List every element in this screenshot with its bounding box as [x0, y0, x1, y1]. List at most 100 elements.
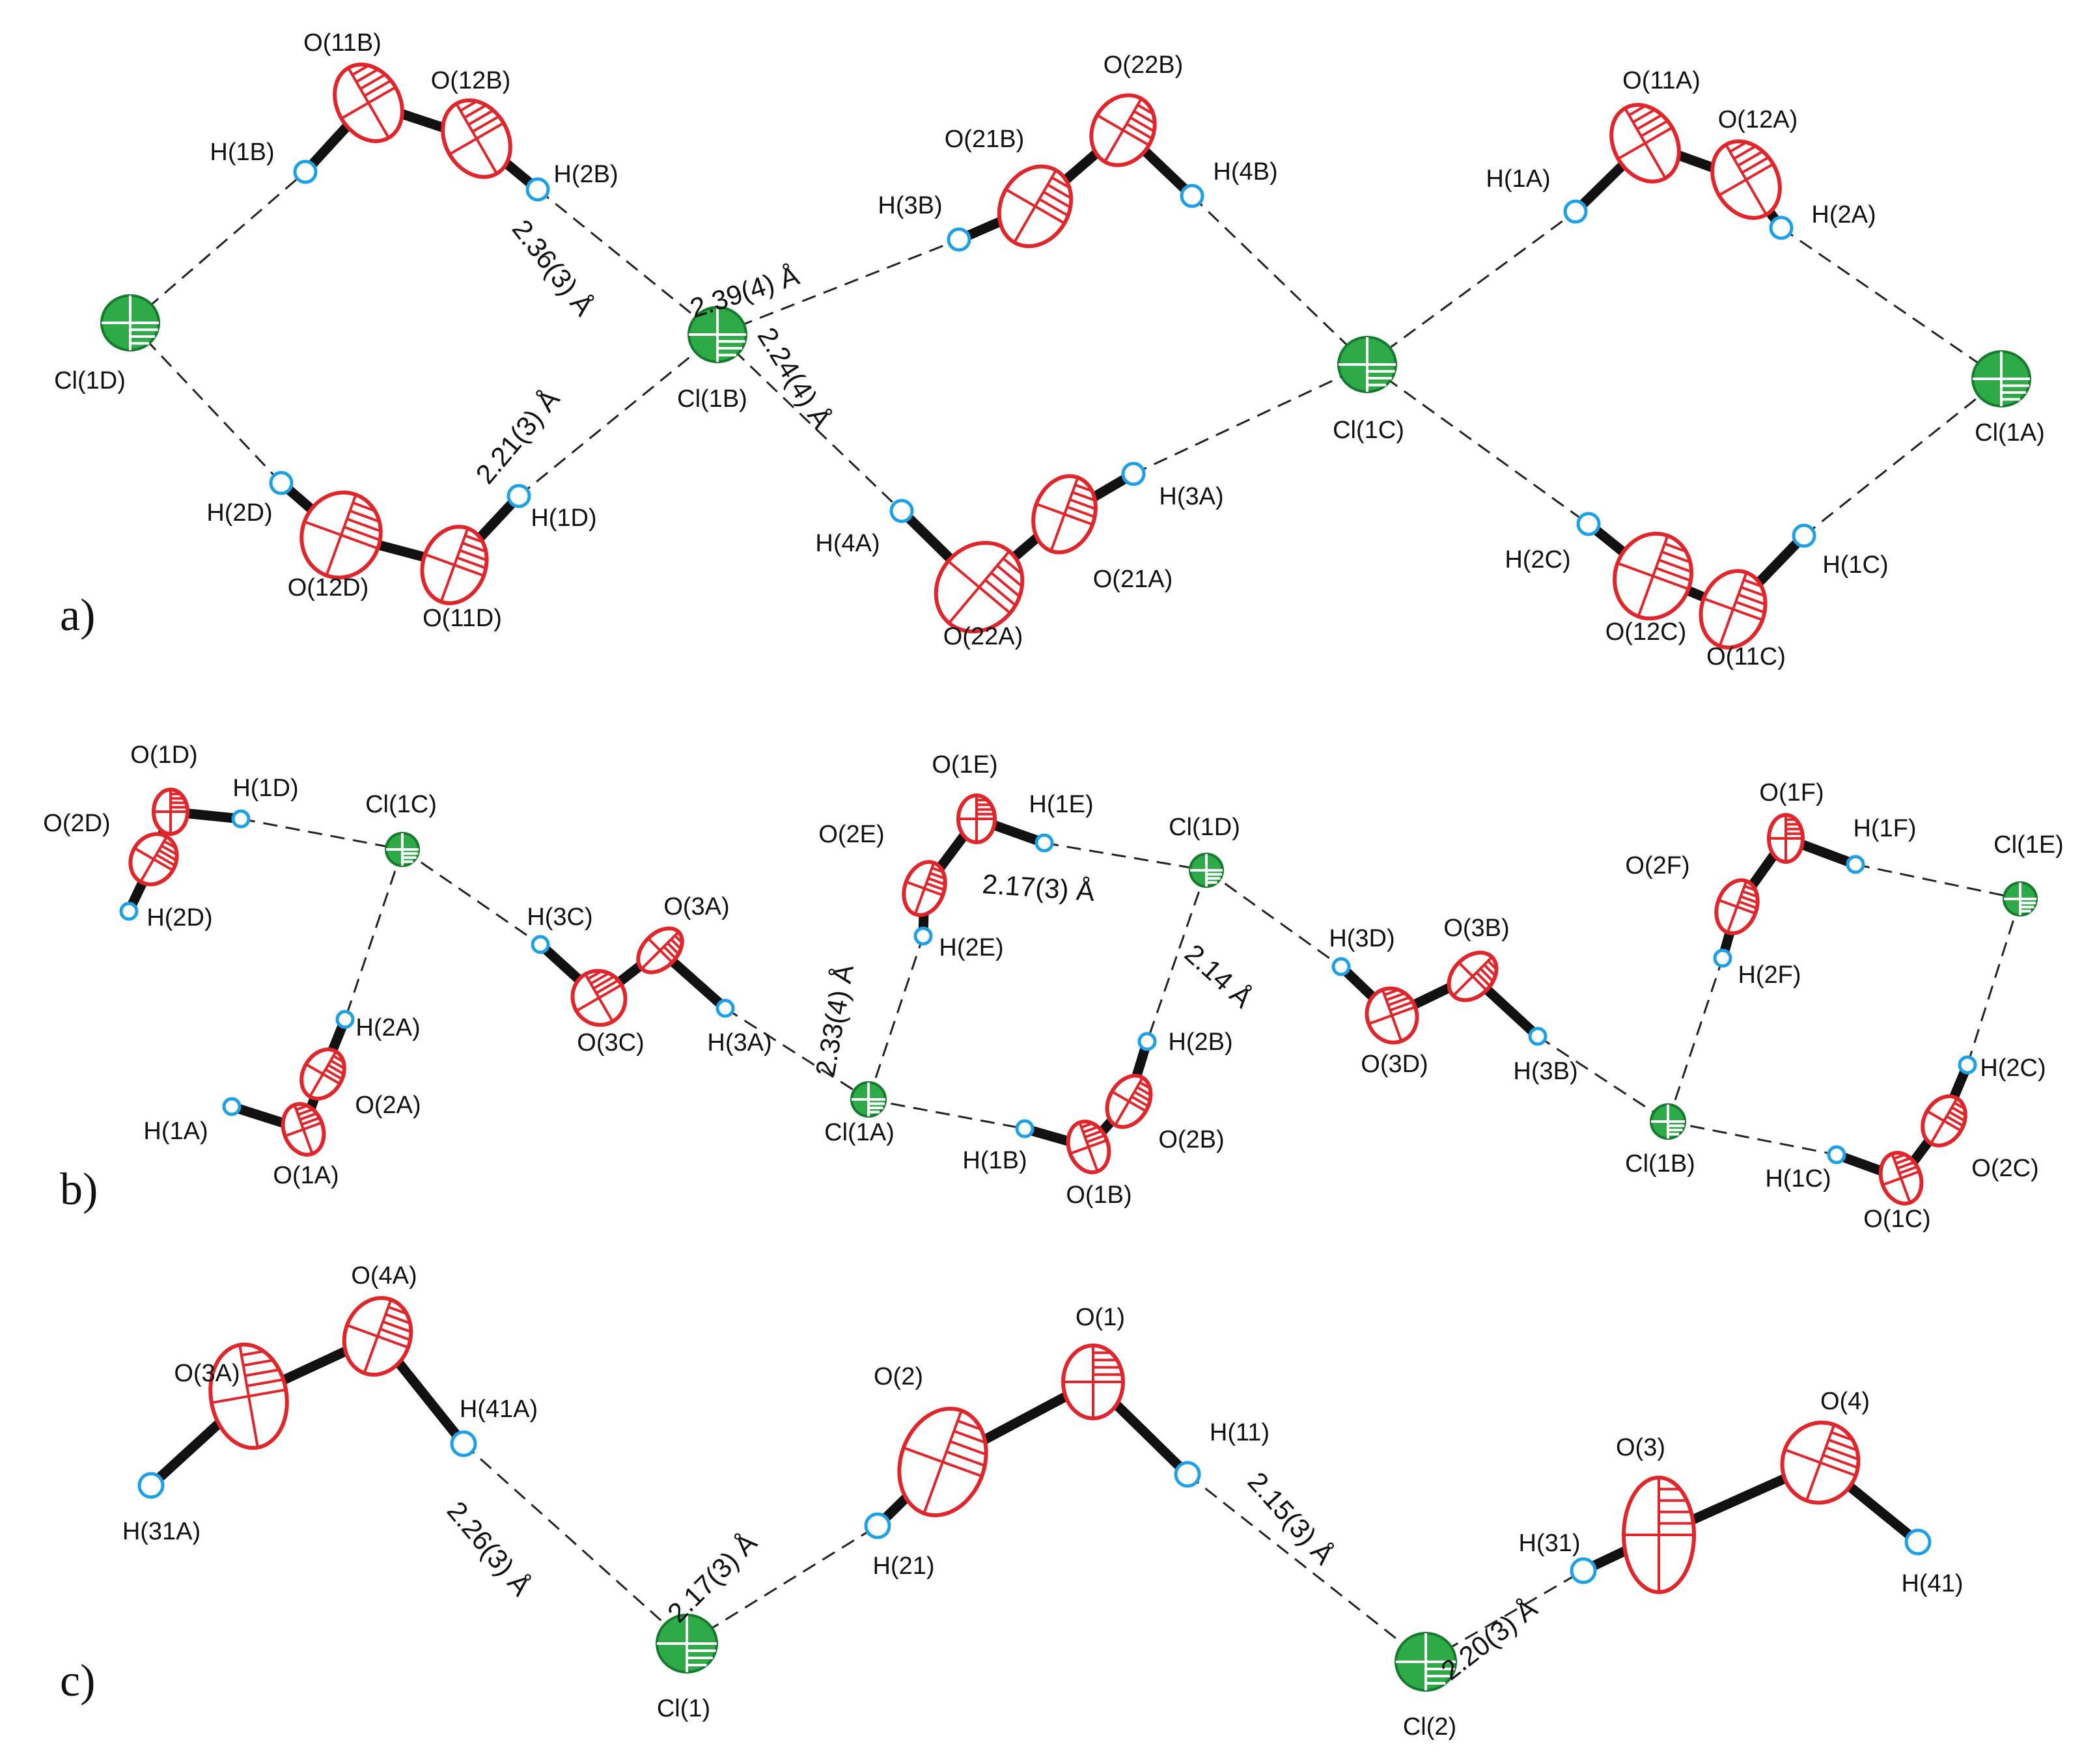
atom-b-cl1c: [385, 832, 420, 867]
atom-b-cl1e: [2003, 881, 2038, 916]
atom-b-o2a: [299, 1047, 346, 1101]
hbond-c-cl1-h21: [686, 1524, 878, 1645]
atom-label-c-o1: O(1): [1076, 1304, 1125, 1331]
atom-label-b-o1e: O(1E): [932, 751, 997, 779]
atom-label-a-cl1a: Cl(1A): [1975, 419, 2045, 447]
atom-label-a-h1c: H(1C): [1822, 551, 1888, 579]
atom-label-b-h1b: H(1B): [962, 1147, 1027, 1174]
atom-c-o1: [1061, 1344, 1125, 1420]
atom-label-a-o12c: O(12C): [1605, 618, 1687, 646]
atom-label-a-o11b: O(11B): [303, 29, 382, 57]
atom-b-o1b: [1066, 1120, 1111, 1174]
atom-label-b-o2f: O(2F): [1625, 852, 1689, 879]
atom-label-c-o3a: O(3A): [174, 1360, 240, 1387]
atom-b-o2c: [1921, 1094, 1967, 1148]
atom-label-b-h2d: H(2D): [146, 904, 212, 931]
atom-label-c-o4a: O(4A): [351, 1262, 417, 1289]
atom-b-h2b: [1137, 1032, 1157, 1051]
atom-label-b-h3a: H(3A): [707, 1029, 771, 1056]
atom-label-a-cl1b: Cl(1B): [677, 385, 747, 413]
atom-label-b-h2c: H(2C): [1980, 1054, 2046, 1082]
atom-label-a-o12b: O(12B): [431, 67, 510, 94]
atom-b-h1b: [1015, 1119, 1035, 1138]
atom-b-o2b: [1105, 1073, 1153, 1129]
atom-label-b-o3a: O(3A): [663, 893, 729, 920]
hbond-a-h2b-cl1b: [537, 188, 718, 336]
atom-b-o3d: [1365, 986, 1419, 1045]
hbond-b-cl1b-h1c: [1667, 1120, 1837, 1156]
atom-label-c-h41: H(41): [1901, 1570, 1963, 1597]
atom-label-a-h1b: H(1B): [210, 139, 274, 166]
atom-label-b-h2a: H(2A): [355, 1014, 420, 1041]
hbond-a-cl1b-h4a: [716, 333, 903, 512]
distance-label-a-2: 2.39(4) Å: [686, 260, 803, 324]
atom-label-c-h31a: H(31A): [122, 1518, 201, 1545]
atom-a-o11b: [333, 62, 404, 143]
distance-label-b-3: 2.14 Å: [1179, 938, 1258, 1013]
hbond-b-h1d-cl1c: [240, 818, 403, 851]
atom-a-h1b: [293, 159, 318, 184]
atoms: [100, 62, 2038, 1692]
distance-label-c-2: 2.17(3) Å: [661, 1527, 762, 1628]
atom-c-h41a: [450, 1430, 477, 1457]
atom-a-h1d: [507, 484, 531, 508]
atom-b-h1a: [222, 1097, 242, 1116]
atom-label-b-cl1b: Cl(1B): [1625, 1150, 1695, 1178]
hbond-c-h41a-cl1: [462, 1442, 688, 1645]
atom-b-cl1b: [1650, 1103, 1686, 1140]
atom-label-b-h1d: H(1D): [232, 775, 298, 802]
atom-c-h11: [1174, 1461, 1201, 1488]
atom-label-b-o1a: O(1A): [273, 1162, 339, 1189]
atom-label-a-cl1c: Cl(1C): [1333, 417, 1404, 444]
atom-label-a-o12a: O(12A): [1718, 106, 1798, 133]
atom-a-h1c: [1792, 523, 1816, 548]
atom-label-b-cl1a: Cl(1A): [824, 1119, 895, 1146]
atom-c-h31: [1570, 1557, 1597, 1584]
atom-b-o3a: [636, 926, 684, 974]
atom-b-h3b: [1528, 1027, 1548, 1046]
atom-label-b-o2e: O(2E): [818, 821, 884, 848]
distance-label-b-2: 2.33(4) Å: [810, 962, 859, 1078]
atom-label-b-h3b: H(3B): [1513, 1058, 1577, 1085]
atom-label-b-h3d: H(3D): [1329, 925, 1395, 952]
atom-a-o12c: [1613, 531, 1693, 621]
atom-b-h2f: [1713, 948, 1732, 968]
atom-c-cl1: [656, 1614, 718, 1674]
atom-label-b-o2d: O(2D): [43, 810, 110, 837]
distance-label-c-1: 2.26(3) Å: [441, 1495, 537, 1601]
atom-label-a-o22a: O(22A): [943, 623, 1023, 650]
atom-a-h2a: [1769, 215, 1794, 240]
atom-label-a-o21a: O(21A): [1093, 566, 1173, 593]
atom-label-a-h3a: H(3A): [1159, 483, 1223, 510]
atom-b-o1e: [956, 793, 997, 844]
atom-label-c-h41a: H(41A): [460, 1396, 538, 1423]
atom-b-h3d: [1331, 957, 1351, 976]
hbond-b-cl1a-h2e: [867, 935, 924, 1100]
atom-label-a-h2b: H(2B): [553, 161, 618, 188]
atom-b-h1c: [1827, 1145, 1846, 1165]
atom-label-b-o1f: O(1F): [1759, 779, 1824, 806]
atom-label-b-cl1e: Cl(1E): [1993, 831, 2064, 859]
atom-a-o11d: [420, 525, 489, 605]
atom-label-a-o21b: O(21B): [945, 126, 1024, 153]
atom-a-h1a: [1563, 199, 1588, 224]
atom-a-cl1b: [687, 306, 747, 363]
hbond-a-cl1c-h2c: [1367, 363, 1589, 525]
panel-labels: a) b) c): [60, 590, 98, 1706]
atom-b-h1d: [231, 809, 251, 829]
atom-label-a-h2d: H(2D): [206, 499, 272, 527]
panel-label-a: a): [60, 590, 95, 641]
atom-a-o22a: [934, 540, 1025, 634]
atom-label-b-h1e: H(1E): [1029, 791, 1093, 818]
atom-label-a-h1a: H(1A): [1486, 165, 1550, 193]
atom-label-a-o11d: O(11D): [423, 605, 502, 632]
atom-a-h3a: [1121, 462, 1146, 486]
hbond-a-cl1b-h3b: [717, 238, 960, 336]
atom-a-o11c: [1699, 569, 1768, 650]
atom-label-a-h3b: H(3B): [878, 192, 942, 219]
atom-a-o12a: [1710, 139, 1782, 220]
atom-b-o1a: [281, 1102, 326, 1157]
atom-b-o1d: [152, 788, 189, 836]
atom-label-c-o2: O(2): [874, 1363, 923, 1390]
atom-label-b-o1b: O(1B): [1066, 1181, 1132, 1209]
